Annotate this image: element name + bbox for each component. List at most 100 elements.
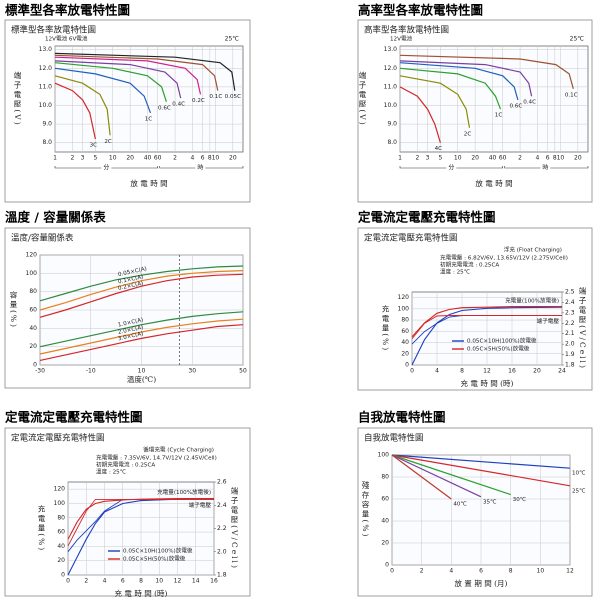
series-label: 30℃ xyxy=(513,496,526,503)
series-line xyxy=(67,498,214,547)
y-tick-label: 0 xyxy=(385,562,389,569)
y-tick-label: 60 xyxy=(57,529,65,536)
y-tick-label: 40 xyxy=(401,339,409,346)
series-label: 1C xyxy=(145,116,153,122)
annotation: 充電量(100%放電後) xyxy=(505,297,559,305)
battery-label: 12V電池 6V電池 xyxy=(45,35,88,43)
y-tick-label: 11.0 xyxy=(384,83,398,90)
series-line xyxy=(67,497,214,540)
series-label: 0.4C xyxy=(523,100,536,106)
series-label: 0.1C xyxy=(565,92,578,98)
x-tick-label: 0 xyxy=(410,368,414,375)
charge-info: 初期充電電流 : 0.25CA xyxy=(440,261,499,269)
y-tick-label: 20 xyxy=(401,350,409,357)
x-tick-label: 4 xyxy=(449,568,453,575)
x-tick-label: 6 xyxy=(201,155,205,162)
x-tick-label: 60 xyxy=(499,155,507,162)
legend-label: 0.05C×5H(50%)放電後 xyxy=(467,345,530,353)
series-line xyxy=(54,82,96,140)
series-line xyxy=(399,75,471,128)
series-line xyxy=(54,56,202,95)
y2-tick-label: 1.8 xyxy=(565,362,575,369)
series-line xyxy=(391,454,482,498)
x-tick-label: 20 xyxy=(533,368,541,375)
series-line xyxy=(411,315,562,340)
series-line xyxy=(39,265,244,302)
series-label: 3C xyxy=(90,142,98,148)
series-label: 4C xyxy=(435,146,443,152)
annotation: 充電量(100%放電後) xyxy=(157,488,211,496)
y-tick-label: 100 xyxy=(378,452,390,459)
bracket-bg xyxy=(446,164,457,172)
y-tick-label: 60 xyxy=(29,307,37,314)
series-label: 10℃ xyxy=(572,470,585,477)
y-axis-label: 端子電壓(V) xyxy=(358,70,367,127)
charge-info: 溫度 : 25℃ xyxy=(440,268,470,276)
temperature-label: 25℃ xyxy=(570,36,585,43)
series-line xyxy=(54,52,236,91)
y-tick-label: 100 xyxy=(26,270,38,277)
panel-subtitle: 溫度/容量關係表 xyxy=(11,233,74,244)
x-tick-label: 20 xyxy=(471,155,479,162)
bracket-bg xyxy=(540,164,551,172)
series-label: 0.1×C(A) xyxy=(118,274,144,285)
battery-label: 12V電池 xyxy=(390,35,413,43)
x-axis-label: 充 電 時 間 (時) xyxy=(115,588,168,598)
y-axis-label: 殘存容量(%) xyxy=(361,480,370,538)
x-tick-label: 8 xyxy=(139,578,143,585)
y2-tick-label: 2.2 xyxy=(217,525,227,532)
bracket-bg xyxy=(195,164,206,172)
x-tick-label: 8 xyxy=(553,155,557,162)
y2-tick-label: 2.6 xyxy=(217,479,227,486)
series-label: 0.2C xyxy=(192,98,205,104)
panel-heading: 自我放電特性圖 xyxy=(358,410,446,425)
x-tick-label: 2 xyxy=(173,155,177,162)
series-label: 1.0×C(A) xyxy=(118,317,144,328)
charge-info: 充電電壓 : 7.35V/6V, 14.7V/12V (2.45V/Cell) xyxy=(96,454,217,462)
series-line xyxy=(39,318,244,355)
y-tick-label: 20 xyxy=(381,540,389,547)
x-tick-label: 12 xyxy=(483,368,491,375)
series-line xyxy=(39,270,244,311)
y-tick-label: 120 xyxy=(54,486,66,493)
y2-axis-label: 端子電壓(V/Cell) xyxy=(578,286,587,370)
y-tick-label: 10.0 xyxy=(39,102,53,109)
series-line xyxy=(54,62,167,102)
y-tick-label: 13.0 xyxy=(39,46,53,53)
y-tick-label: 12.0 xyxy=(39,65,53,72)
y2-tick-label: 2.1 xyxy=(565,330,575,337)
series-line xyxy=(411,306,563,366)
panel-subtitle: 標準型各率放電特性圖 xyxy=(11,25,96,36)
series-line xyxy=(39,311,244,348)
series-line xyxy=(391,454,571,487)
y-tick-label: 9.0 xyxy=(387,121,397,128)
y-tick-label: 20 xyxy=(29,343,37,350)
minutes-label: 分 xyxy=(103,164,109,172)
panel-subtitle: 自我放電特性圖 xyxy=(364,433,424,444)
series-line xyxy=(399,86,441,143)
panel-heading: 定電流定電壓充電特性圖 xyxy=(4,410,143,425)
panel-heading: 溫度 / 容量關係表 xyxy=(5,210,106,225)
x-axis-label: 溫度(℃) xyxy=(127,374,156,384)
x-tick-label: 3 xyxy=(426,155,430,162)
series-label: 0.05C xyxy=(225,94,241,100)
x-tick-label: 10 xyxy=(454,155,462,162)
series-line xyxy=(399,60,533,97)
y-axis-label: 容量(%) xyxy=(9,290,18,329)
y2-tick-label: 2.2 xyxy=(565,320,575,327)
x-tick-label: 4 xyxy=(536,155,540,162)
y-tick-label: 40 xyxy=(29,325,37,332)
series-label: 0.1C xyxy=(209,94,222,100)
x-tick-label: 5 xyxy=(93,155,97,162)
x-axis-label: 放 置 期 間 (月) xyxy=(455,578,508,588)
x-tick-label: 2 xyxy=(415,155,419,162)
y-axis-label: 充電量(%) xyxy=(37,503,46,552)
x-tick-label: 2 xyxy=(84,578,88,585)
y-tick-label: 0 xyxy=(33,362,37,369)
series-line xyxy=(399,67,502,110)
y-tick-label: 80 xyxy=(29,288,37,295)
x-tick-label: 12 xyxy=(174,578,182,585)
y-axis-label: 端子電壓(V) xyxy=(13,70,22,127)
y2-axis-label: 端子電壓(V/Cell) xyxy=(230,486,239,570)
